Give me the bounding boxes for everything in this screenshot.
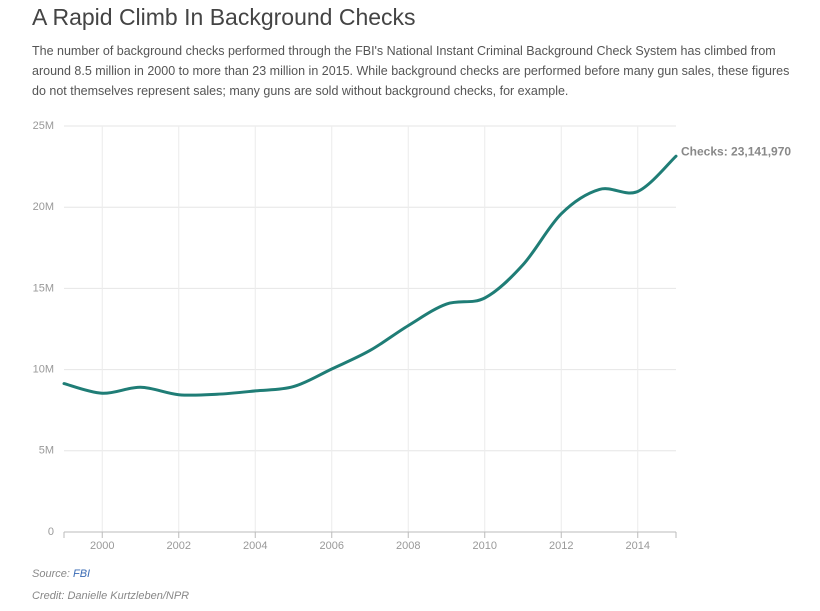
- source-label: Source:: [32, 568, 70, 580]
- y-tick-label: 5M: [39, 445, 54, 457]
- y-tick-label: 20M: [33, 201, 54, 213]
- x-tick-label: 2012: [549, 540, 573, 552]
- y-tick-label: 0: [48, 526, 54, 538]
- y-tick-label: 15M: [33, 282, 54, 294]
- x-tick-label: 2000: [90, 540, 114, 552]
- x-tick-label: 2006: [320, 540, 344, 552]
- x-tick-label: 2004: [243, 540, 267, 552]
- x-tick-label: 2014: [626, 540, 650, 552]
- title: A Rapid Climb In Background Checks: [32, 4, 416, 30]
- x-tick-label: 2008: [396, 540, 420, 552]
- credit: Credit: Danielle Kurtzleben/NPR: [32, 590, 190, 602]
- y-tick-label: 10M: [33, 364, 54, 376]
- series-line: [62, 154, 678, 397]
- x-tick-label: 2010: [473, 540, 497, 552]
- y-tick-label: 25M: [33, 120, 54, 132]
- annotation: Checks: 23,141,970: [681, 144, 791, 158]
- source: Source: FBI: [32, 568, 90, 580]
- x-tick-label: 2002: [167, 540, 191, 552]
- source-link[interactable]: FBI: [72, 568, 91, 580]
- subtitle: The number of background checks performe…: [32, 44, 790, 98]
